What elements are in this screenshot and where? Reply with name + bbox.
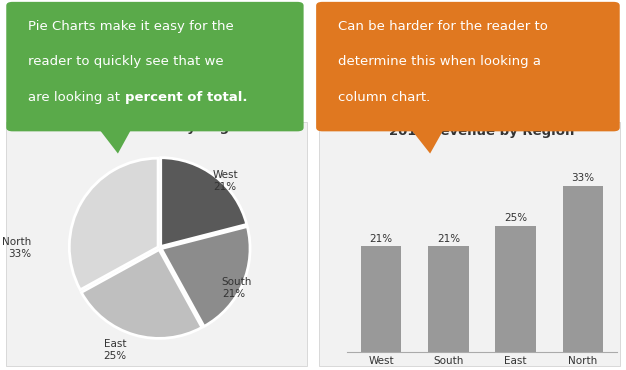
Text: are looking at: are looking at (28, 91, 125, 104)
Text: percent of total.: percent of total. (125, 91, 248, 104)
Text: North
33%: North 33% (2, 237, 31, 259)
Text: Pie Charts make it easy for the: Pie Charts make it easy for the (28, 20, 234, 33)
Text: East
25%: East 25% (104, 339, 127, 361)
Bar (496, 226, 536, 352)
Wedge shape (81, 250, 202, 339)
Text: 33%: 33% (572, 173, 595, 183)
Title: 2017 Revenue by Region: 2017 Revenue by Region (67, 121, 252, 134)
Text: 25%: 25% (504, 213, 527, 223)
Text: reader to quickly see that we: reader to quickly see that we (28, 56, 224, 68)
Bar (563, 186, 603, 352)
Wedge shape (69, 158, 158, 290)
Bar (428, 246, 468, 352)
Text: Can be harder for the reader to: Can be harder for the reader to (338, 20, 548, 33)
Title: 2017 Revenue by Region: 2017 Revenue by Region (389, 125, 575, 138)
Text: West
21%: West 21% (213, 171, 239, 192)
Text: 21%: 21% (437, 233, 460, 243)
Wedge shape (161, 158, 247, 246)
Text: 21%: 21% (369, 233, 393, 243)
Text: column chart.: column chart. (338, 91, 430, 104)
Bar (361, 246, 401, 352)
Text: determine this when looking a: determine this when looking a (338, 56, 541, 68)
Text: South
21%: South 21% (222, 277, 252, 299)
Wedge shape (162, 226, 250, 326)
